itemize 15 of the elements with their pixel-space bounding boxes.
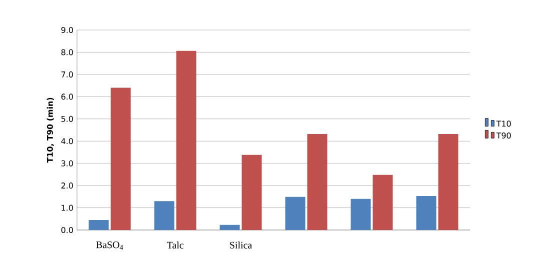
bar — [416, 196, 436, 230]
bar — [372, 174, 393, 230]
bar — [307, 134, 328, 230]
bar — [110, 88, 131, 230]
bar — [285, 196, 306, 230]
x-tick-label: Silica — [230, 242, 252, 249]
bar — [154, 201, 174, 230]
x-tick-label: BaSO$_{4}$ — [96, 242, 124, 250]
bar — [438, 134, 458, 230]
bar — [242, 154, 262, 230]
bar — [176, 50, 196, 230]
bar — [220, 224, 240, 230]
bar — [350, 198, 371, 230]
bar — [88, 220, 109, 230]
x-tick-label: Talc — [166, 242, 184, 249]
